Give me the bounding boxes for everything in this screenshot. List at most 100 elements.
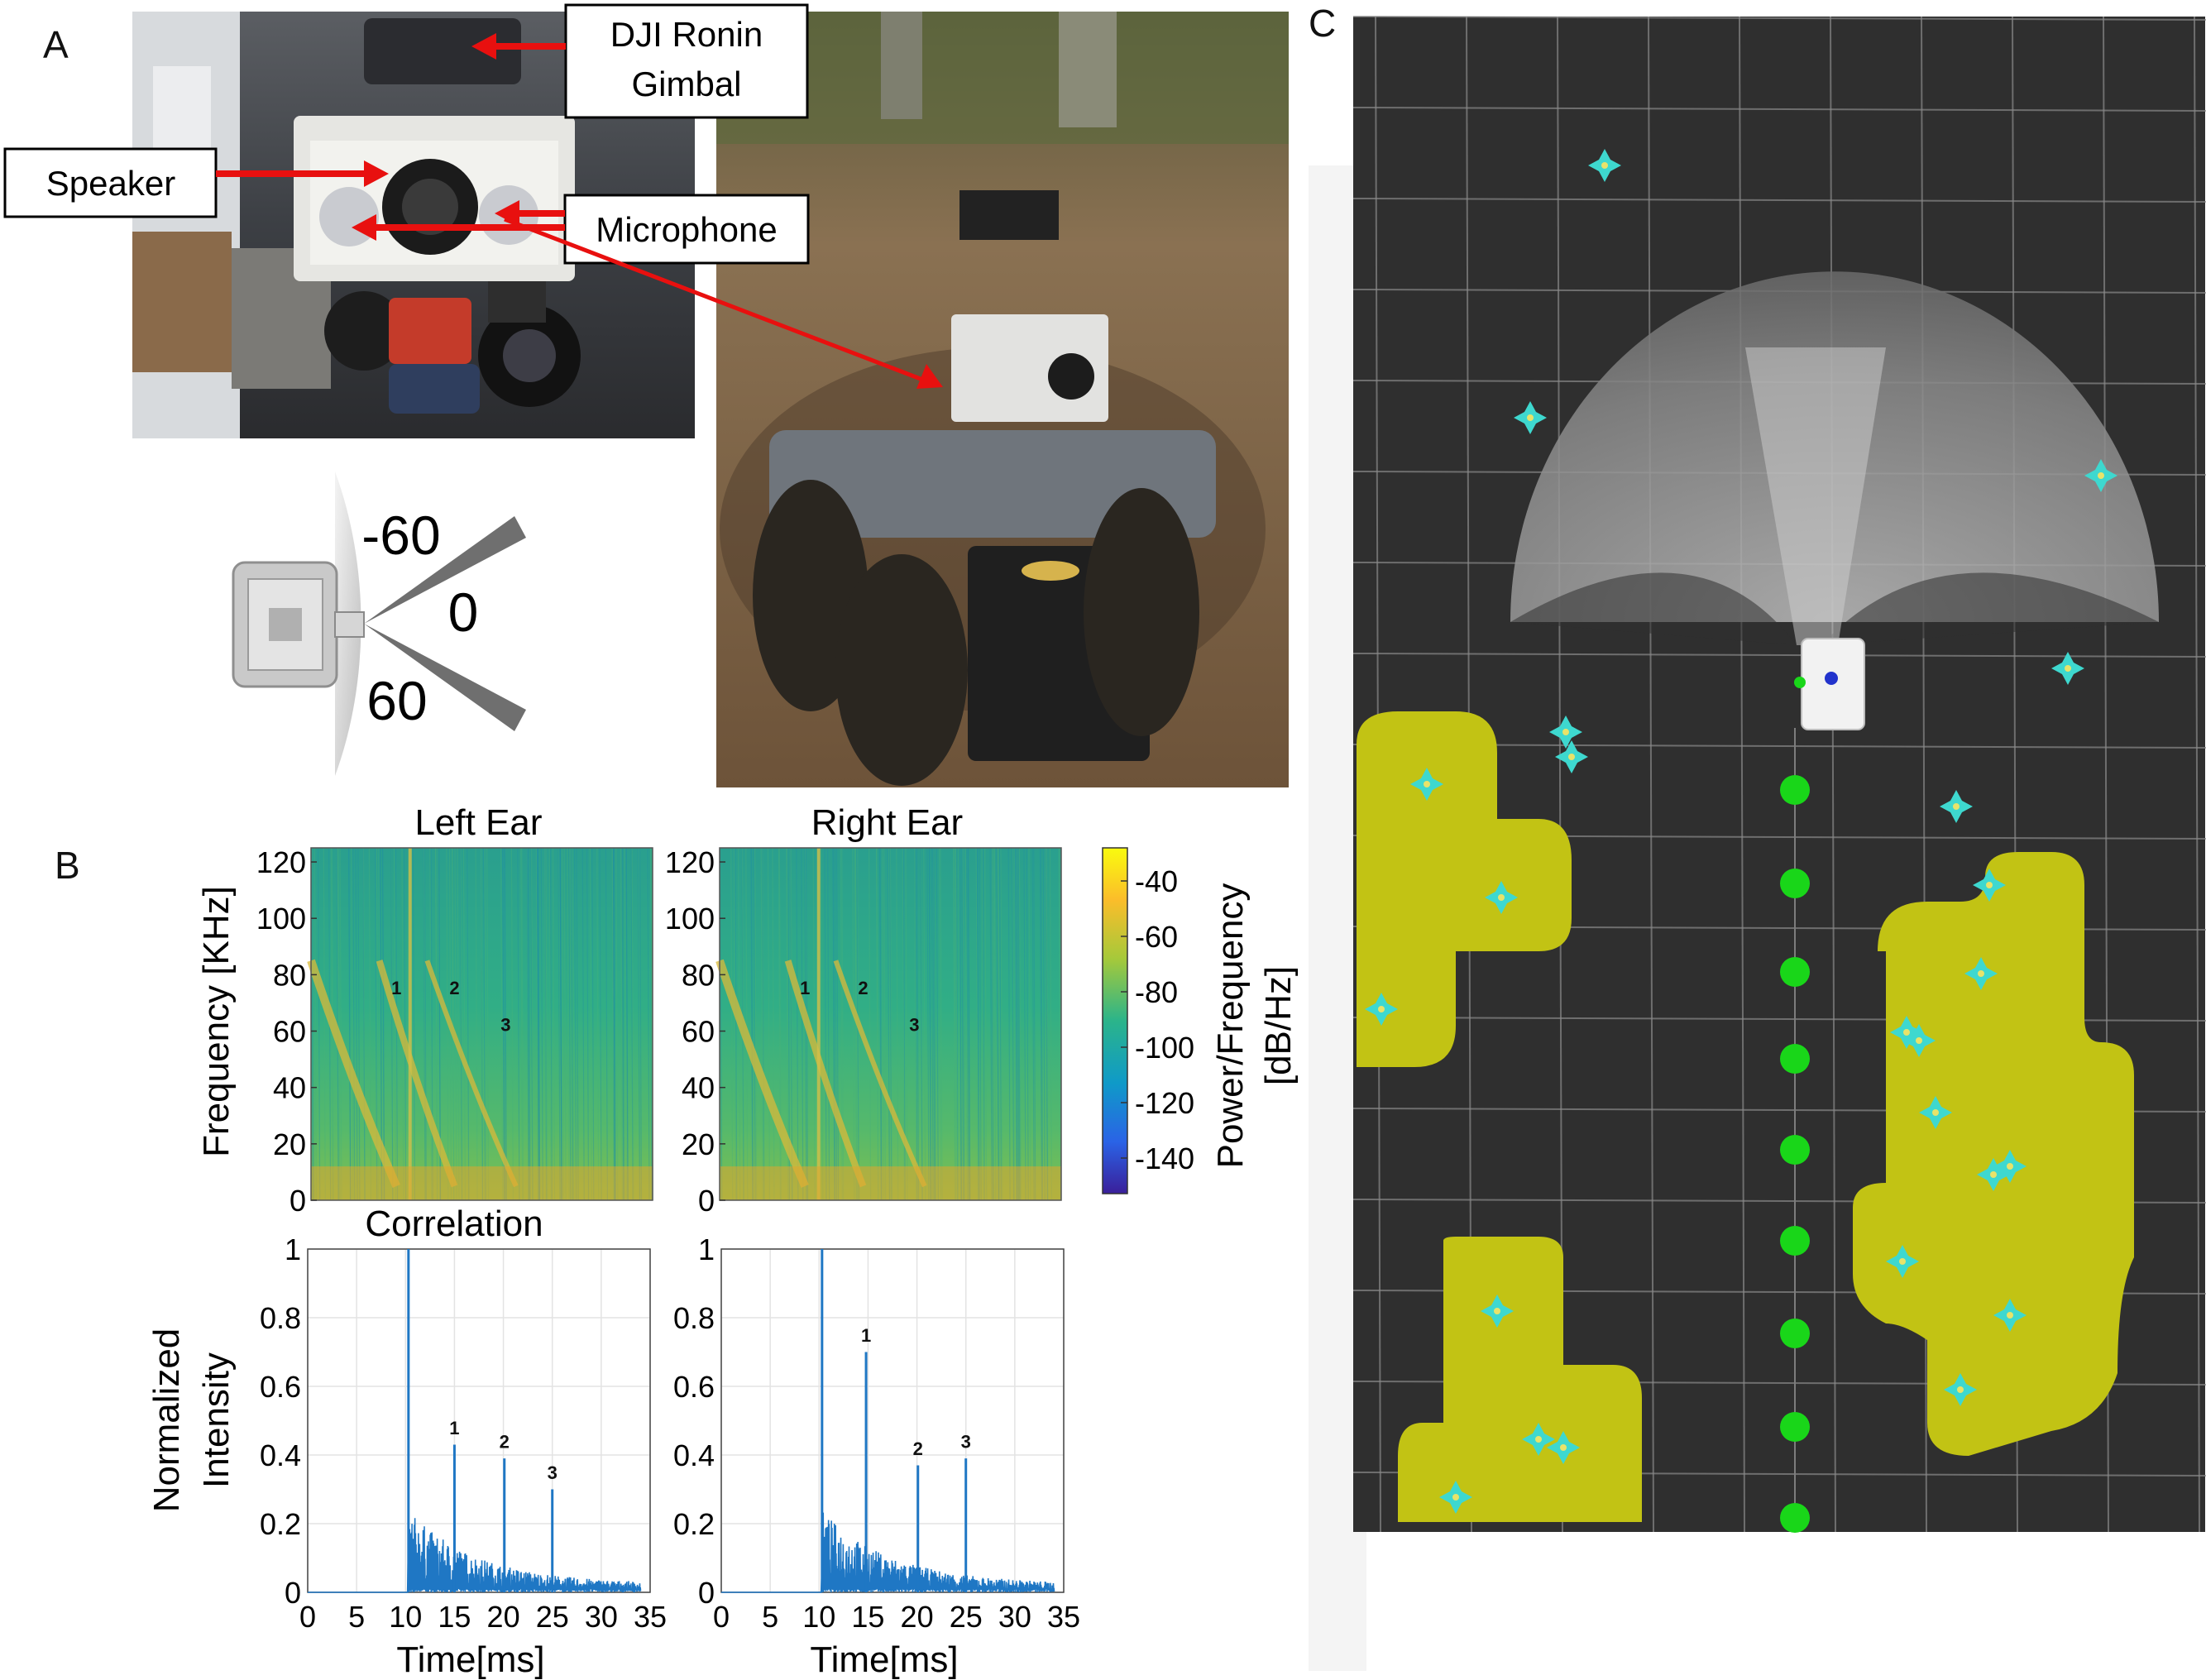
spectrogram-texture	[869, 847, 872, 1201]
spectrogram-texture	[750, 847, 754, 1201]
angle-label-neg: -60	[361, 505, 440, 566]
echo-annotation: 2	[858, 978, 868, 998]
colorbar-tick-label: -100	[1135, 1031, 1194, 1065]
spectrogram-texture	[535, 847, 539, 1201]
spectrogram-texture	[1046, 847, 1049, 1201]
correlation-y-axis-label-line2: Intensity	[196, 1352, 237, 1488]
spectrogram-texture	[318, 847, 321, 1201]
spectrogram-texture	[337, 847, 341, 1201]
spectrogram-texture	[630, 847, 634, 1201]
spectrogram-texture	[821, 847, 824, 1201]
map-grid-line	[1739, 16, 1745, 1533]
landmark-marker	[1977, 1158, 2010, 1191]
spectrogram-texture	[876, 847, 879, 1201]
spectrogram-texture	[854, 847, 857, 1201]
landmark-marker	[1973, 869, 2006, 902]
low-frequency-band	[720, 1166, 1061, 1200]
spectrogram-texture	[481, 847, 484, 1201]
x-tick-label: 15	[438, 1600, 471, 1634]
plot-frame	[720, 1248, 1065, 1593]
path-waypoint	[1780, 1412, 1810, 1442]
spectrogram-texture	[538, 847, 541, 1201]
spectrogram-texture	[357, 847, 361, 1201]
spectrogram-texture	[502, 847, 505, 1201]
callout-speaker: Speaker	[3, 147, 218, 218]
spectrogram-texture	[926, 847, 930, 1201]
spectrogram-texture	[1017, 847, 1021, 1201]
marker-center	[1494, 1308, 1500, 1314]
y-tick-label: 100	[665, 902, 715, 936]
spectrogram-texture	[362, 847, 366, 1201]
spectrogram-texture	[889, 847, 892, 1201]
spectrogram-texture	[916, 847, 920, 1201]
spectrogram-texture	[955, 847, 959, 1201]
spectrogram-texture	[1028, 847, 1031, 1201]
echo-curve	[307, 959, 400, 1188]
spectrogram-texture	[336, 847, 339, 1201]
spectrogram-texture	[1012, 847, 1015, 1201]
landmark-marker	[1549, 716, 1582, 749]
spectrogram-texture	[998, 847, 1003, 1201]
path-waypoint	[1780, 1503, 1810, 1533]
x-tick-label: 25	[536, 1600, 569, 1634]
spectrogram-texture	[337, 847, 340, 1201]
callout-gimbal-line2: Gimbal	[631, 65, 741, 103]
spectrogram-texture	[484, 847, 487, 1201]
spectrogram-texture	[612, 847, 616, 1201]
spectrogram-texture	[459, 847, 463, 1201]
spectrogram-texture	[878, 847, 882, 1201]
spectrogram-texture	[967, 847, 970, 1201]
panel-letter-c: C	[1309, 2, 1336, 45]
spectrogram-texture	[557, 847, 561, 1201]
spectrogram-texture	[501, 847, 505, 1201]
spectrogram-texture	[1014, 847, 1018, 1201]
spectrogram-texture	[568, 847, 572, 1201]
spectrogram-texture	[559, 847, 562, 1201]
spectrogram-texture	[993, 847, 997, 1201]
spectrogram-texture	[720, 847, 723, 1201]
colorbar-label-line1: Power/Frequency	[1210, 883, 1251, 1169]
spectrogram-texture	[576, 847, 579, 1201]
spectrogram-texture	[475, 847, 478, 1201]
y-tick-label: 60	[273, 1015, 306, 1049]
marker-center	[1378, 1006, 1385, 1012]
spectrogram-texture	[462, 847, 467, 1201]
marker-center	[2098, 472, 2104, 479]
spectrogram-title: Left Ear	[414, 802, 542, 843]
spectrogram-texture	[852, 847, 855, 1201]
spectrogram-texture	[381, 847, 385, 1201]
panel-letter-a: A	[43, 23, 69, 66]
spectrogram-texture	[611, 847, 615, 1201]
y-tick-label: 120	[256, 845, 306, 879]
spectrogram-texture	[452, 847, 455, 1201]
spectrogram-texture	[1000, 847, 1003, 1201]
spectrogram-texture	[989, 847, 993, 1201]
marker-center	[1452, 1494, 1459, 1501]
spectrogram-texture	[832, 847, 835, 1201]
spectrogram-texture	[503, 847, 507, 1201]
spectrogram-texture	[429, 847, 433, 1201]
colorbar-tick-label: -120	[1135, 1086, 1194, 1120]
marker-center	[2007, 1312, 2013, 1319]
angle-label-pos: 60	[366, 670, 427, 731]
x-tick-label: 5	[762, 1600, 778, 1634]
callout-gimbal: DJI Ronin Gimbal	[564, 3, 809, 119]
landmark-marker	[1522, 1423, 1555, 1456]
peak-annotation: 2	[913, 1438, 923, 1459]
spectrogram-texture	[567, 847, 570, 1201]
landmark-marker	[1485, 881, 1518, 914]
spectrogram-y-axis-label: Frequency [KHz]	[196, 886, 237, 1157]
spectrogram-texture	[649, 847, 653, 1201]
spectrogram-texture	[882, 847, 885, 1201]
spectrogram-texture	[1014, 847, 1017, 1201]
spectrogram-texture	[996, 847, 999, 1201]
spectrogram-texture	[778, 847, 782, 1201]
spectrogram-texture	[840, 847, 843, 1201]
spectrogram-texture	[997, 847, 1000, 1201]
spectrogram-texture	[745, 847, 749, 1201]
path-waypoint	[1780, 1319, 1810, 1348]
spectrogram-texture	[977, 847, 980, 1201]
spectrogram-texture	[1015, 847, 1018, 1201]
angle-label-zero: 0	[448, 582, 479, 643]
